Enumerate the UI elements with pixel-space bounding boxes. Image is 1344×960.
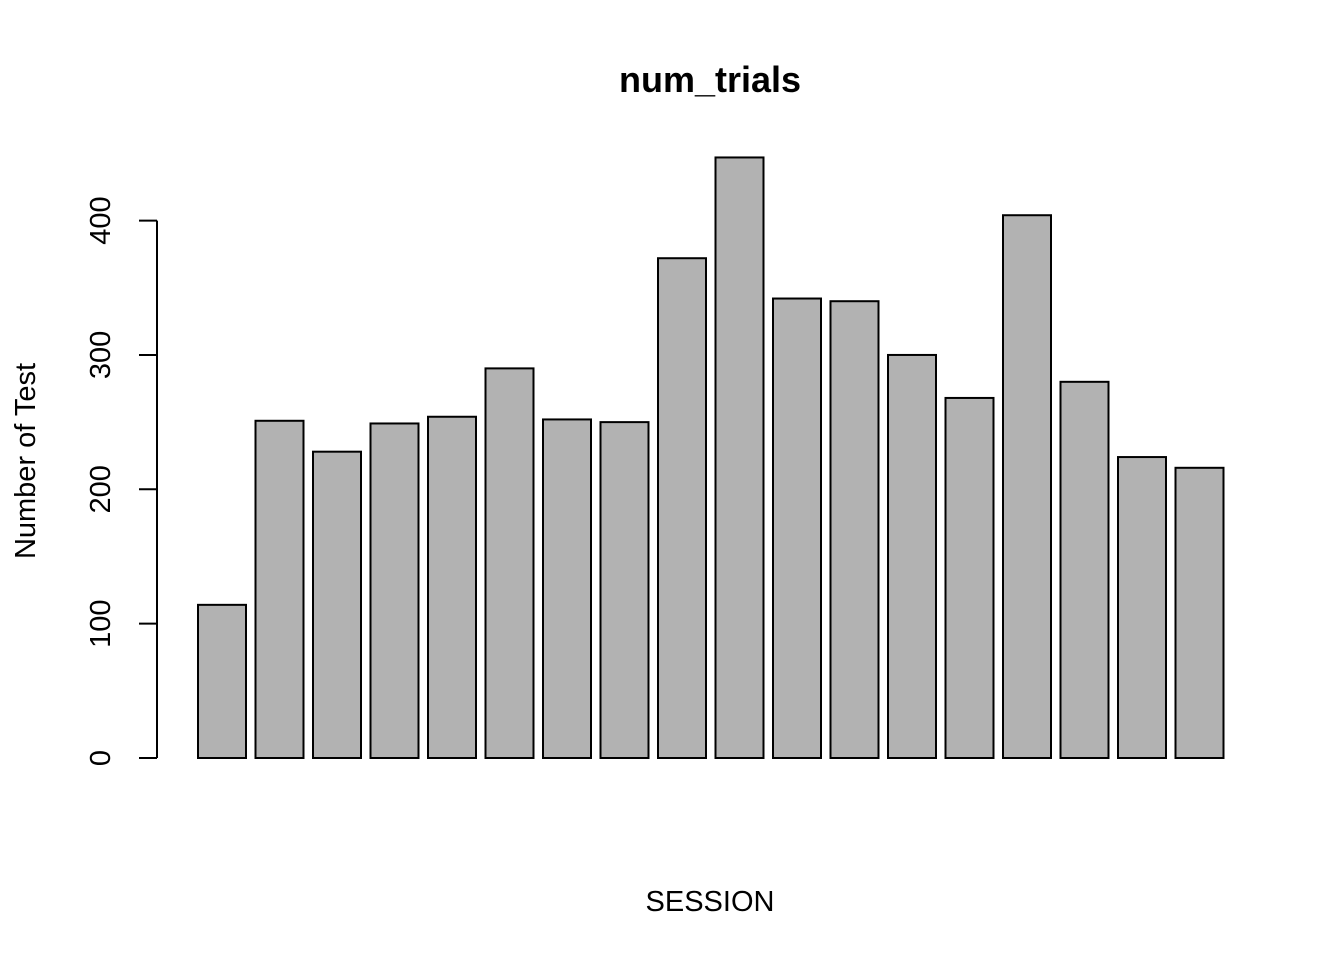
bar xyxy=(484,367,535,759)
bar xyxy=(887,353,937,759)
y-tick-label: 0 xyxy=(85,750,117,766)
bar xyxy=(599,421,650,759)
bar xyxy=(542,418,592,759)
bars-group xyxy=(197,156,1225,759)
bar xyxy=(312,450,362,759)
bar xyxy=(1059,380,1110,759)
x-axis-label: SESSION xyxy=(646,886,775,918)
bar xyxy=(657,257,707,759)
chart-title: num_trials xyxy=(619,59,801,100)
bar xyxy=(427,415,477,759)
bar xyxy=(1117,456,1167,759)
bar xyxy=(944,396,995,759)
y-tick-label: 400 xyxy=(85,196,117,244)
y-tick-label: 300 xyxy=(85,331,117,379)
y-axis: 0 100 200 300 400 xyxy=(85,196,158,766)
y-tick-label: 200 xyxy=(85,465,117,513)
bar xyxy=(197,603,247,759)
bar xyxy=(772,297,822,759)
bar xyxy=(254,419,305,759)
bar xyxy=(369,422,420,759)
bar xyxy=(714,156,765,759)
y-tick-label: 100 xyxy=(85,599,117,647)
bar xyxy=(1002,214,1052,759)
y-axis-label: Number of Test xyxy=(10,363,42,559)
bar xyxy=(1174,466,1225,759)
bar xyxy=(829,300,880,759)
